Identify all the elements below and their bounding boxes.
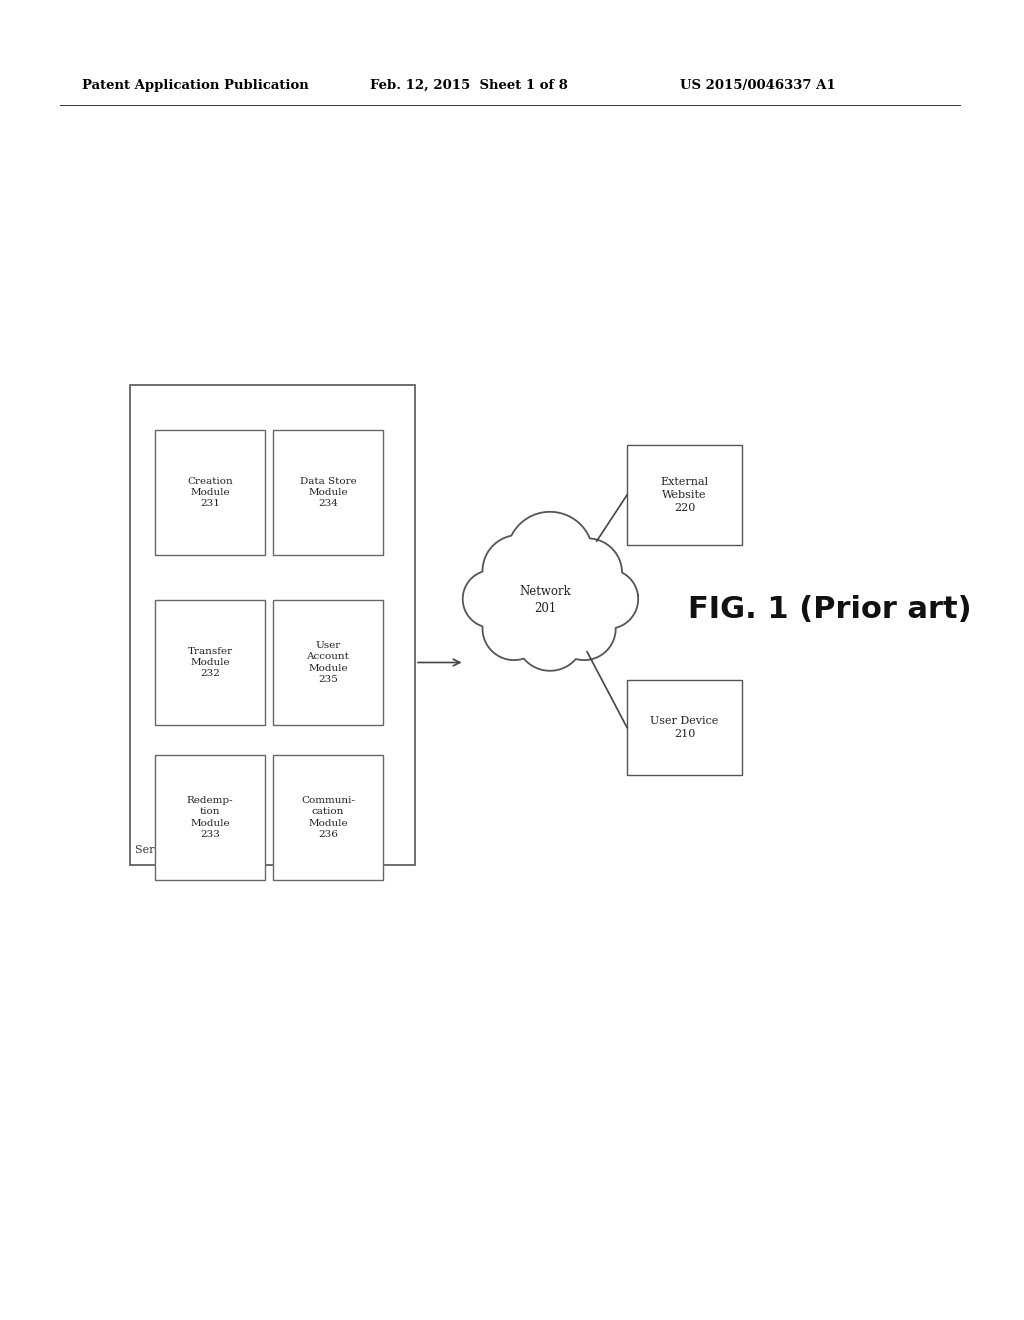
Text: User Device
210: User Device 210 bbox=[650, 715, 719, 739]
Text: Redemp-
tion
Module
233: Redemp- tion Module 233 bbox=[186, 796, 233, 840]
Text: Communi-
cation
Module
236: Communi- cation Module 236 bbox=[301, 796, 355, 840]
Bar bbox=[155, 755, 265, 880]
Text: External
Website
220: External Website 220 bbox=[660, 478, 709, 512]
Bar bbox=[155, 430, 265, 554]
Bar bbox=[130, 385, 415, 865]
Polygon shape bbox=[463, 512, 638, 671]
Bar bbox=[627, 445, 742, 545]
Text: Transfer
Module
232: Transfer Module 232 bbox=[187, 647, 232, 678]
Text: Network
201: Network 201 bbox=[519, 585, 570, 615]
Text: User
Account
Module
235: User Account Module 235 bbox=[306, 640, 349, 684]
Text: US 2015/0046337 A1: US 2015/0046337 A1 bbox=[680, 78, 836, 91]
Bar bbox=[273, 755, 383, 880]
Bar bbox=[273, 430, 383, 554]
Text: Creation
Module
231: Creation Module 231 bbox=[187, 477, 232, 508]
Bar bbox=[155, 601, 265, 725]
Text: FIG. 1 (Prior art): FIG. 1 (Prior art) bbox=[688, 595, 972, 624]
Bar bbox=[627, 680, 742, 775]
Text: Data Store
Module
234: Data Store Module 234 bbox=[300, 477, 356, 508]
Text: Server 230: Server 230 bbox=[135, 845, 198, 855]
Text: Patent Application Publication: Patent Application Publication bbox=[82, 78, 309, 91]
Text: Feb. 12, 2015  Sheet 1 of 8: Feb. 12, 2015 Sheet 1 of 8 bbox=[370, 78, 568, 91]
Bar bbox=[273, 601, 383, 725]
